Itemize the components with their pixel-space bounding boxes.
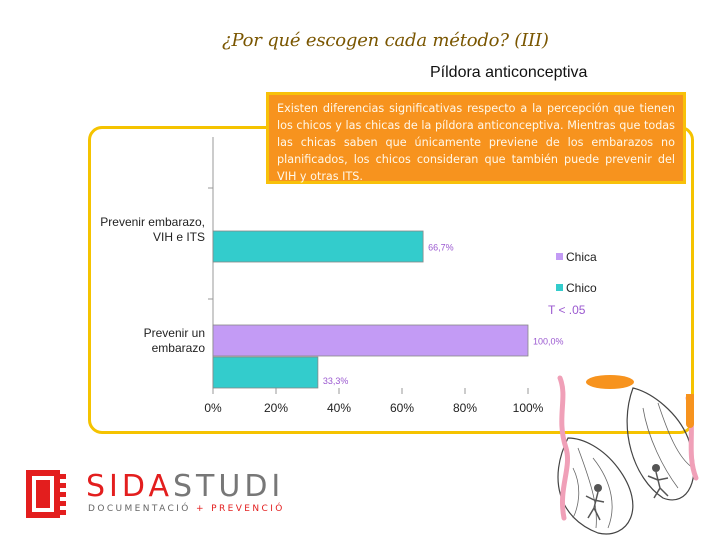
callout-text: Existen diferencias significativas respe…: [277, 102, 675, 183]
callout-box: Existen diferencias significativas respe…: [266, 92, 686, 184]
x-tick-label: 0%: [204, 401, 222, 415]
x-tick-label: 40%: [327, 401, 351, 415]
x-tick-label: 100%: [513, 401, 544, 415]
brand-sub-part1: DOCUMENTACIÓ: [88, 504, 191, 514]
chart-title: Píldora anticonceptiva: [430, 64, 588, 81]
slide-title: ¿Por qué escogen cada método? (III): [222, 30, 549, 51]
x-tick-label: 60%: [390, 401, 414, 415]
brand-sub-part2: + PREVENCIÓ: [195, 504, 285, 514]
significance-annotation: T < .05: [548, 303, 586, 317]
bar-chica: [212, 324, 529, 357]
brand-name: SIDASTUDI: [86, 470, 284, 504]
data-label-chico: 33,3%: [323, 376, 349, 386]
sidastudi-logo-icon: [26, 470, 70, 518]
data-label-chica: 100,0%: [533, 337, 564, 347]
category-label: Prevenir embarazo,: [100, 215, 205, 229]
legend-swatch-chica: [556, 253, 563, 260]
brand-name-part1: SIDA: [86, 469, 173, 504]
category-label: embarazo: [152, 341, 206, 355]
bar-chico: [212, 230, 424, 263]
legend-label-chico: Chico: [566, 281, 597, 295]
brand-name-part2: STUDI: [173, 469, 285, 504]
decorative-illustration-icon: [557, 375, 699, 535]
legend-swatch-chico: [556, 284, 563, 291]
brand-subtitle: DOCUMENTACIÓ + PREVENCIÓ: [88, 504, 285, 514]
x-tick-label: 20%: [264, 401, 288, 415]
data-label-chico: 66,7%: [428, 243, 454, 253]
category-label: VIH e ITS: [153, 230, 205, 244]
legend-label-chica: Chica: [566, 250, 597, 264]
category-label: Prevenir un: [144, 326, 205, 340]
bar-chico: [212, 356, 319, 389]
x-tick-label: 80%: [453, 401, 477, 415]
